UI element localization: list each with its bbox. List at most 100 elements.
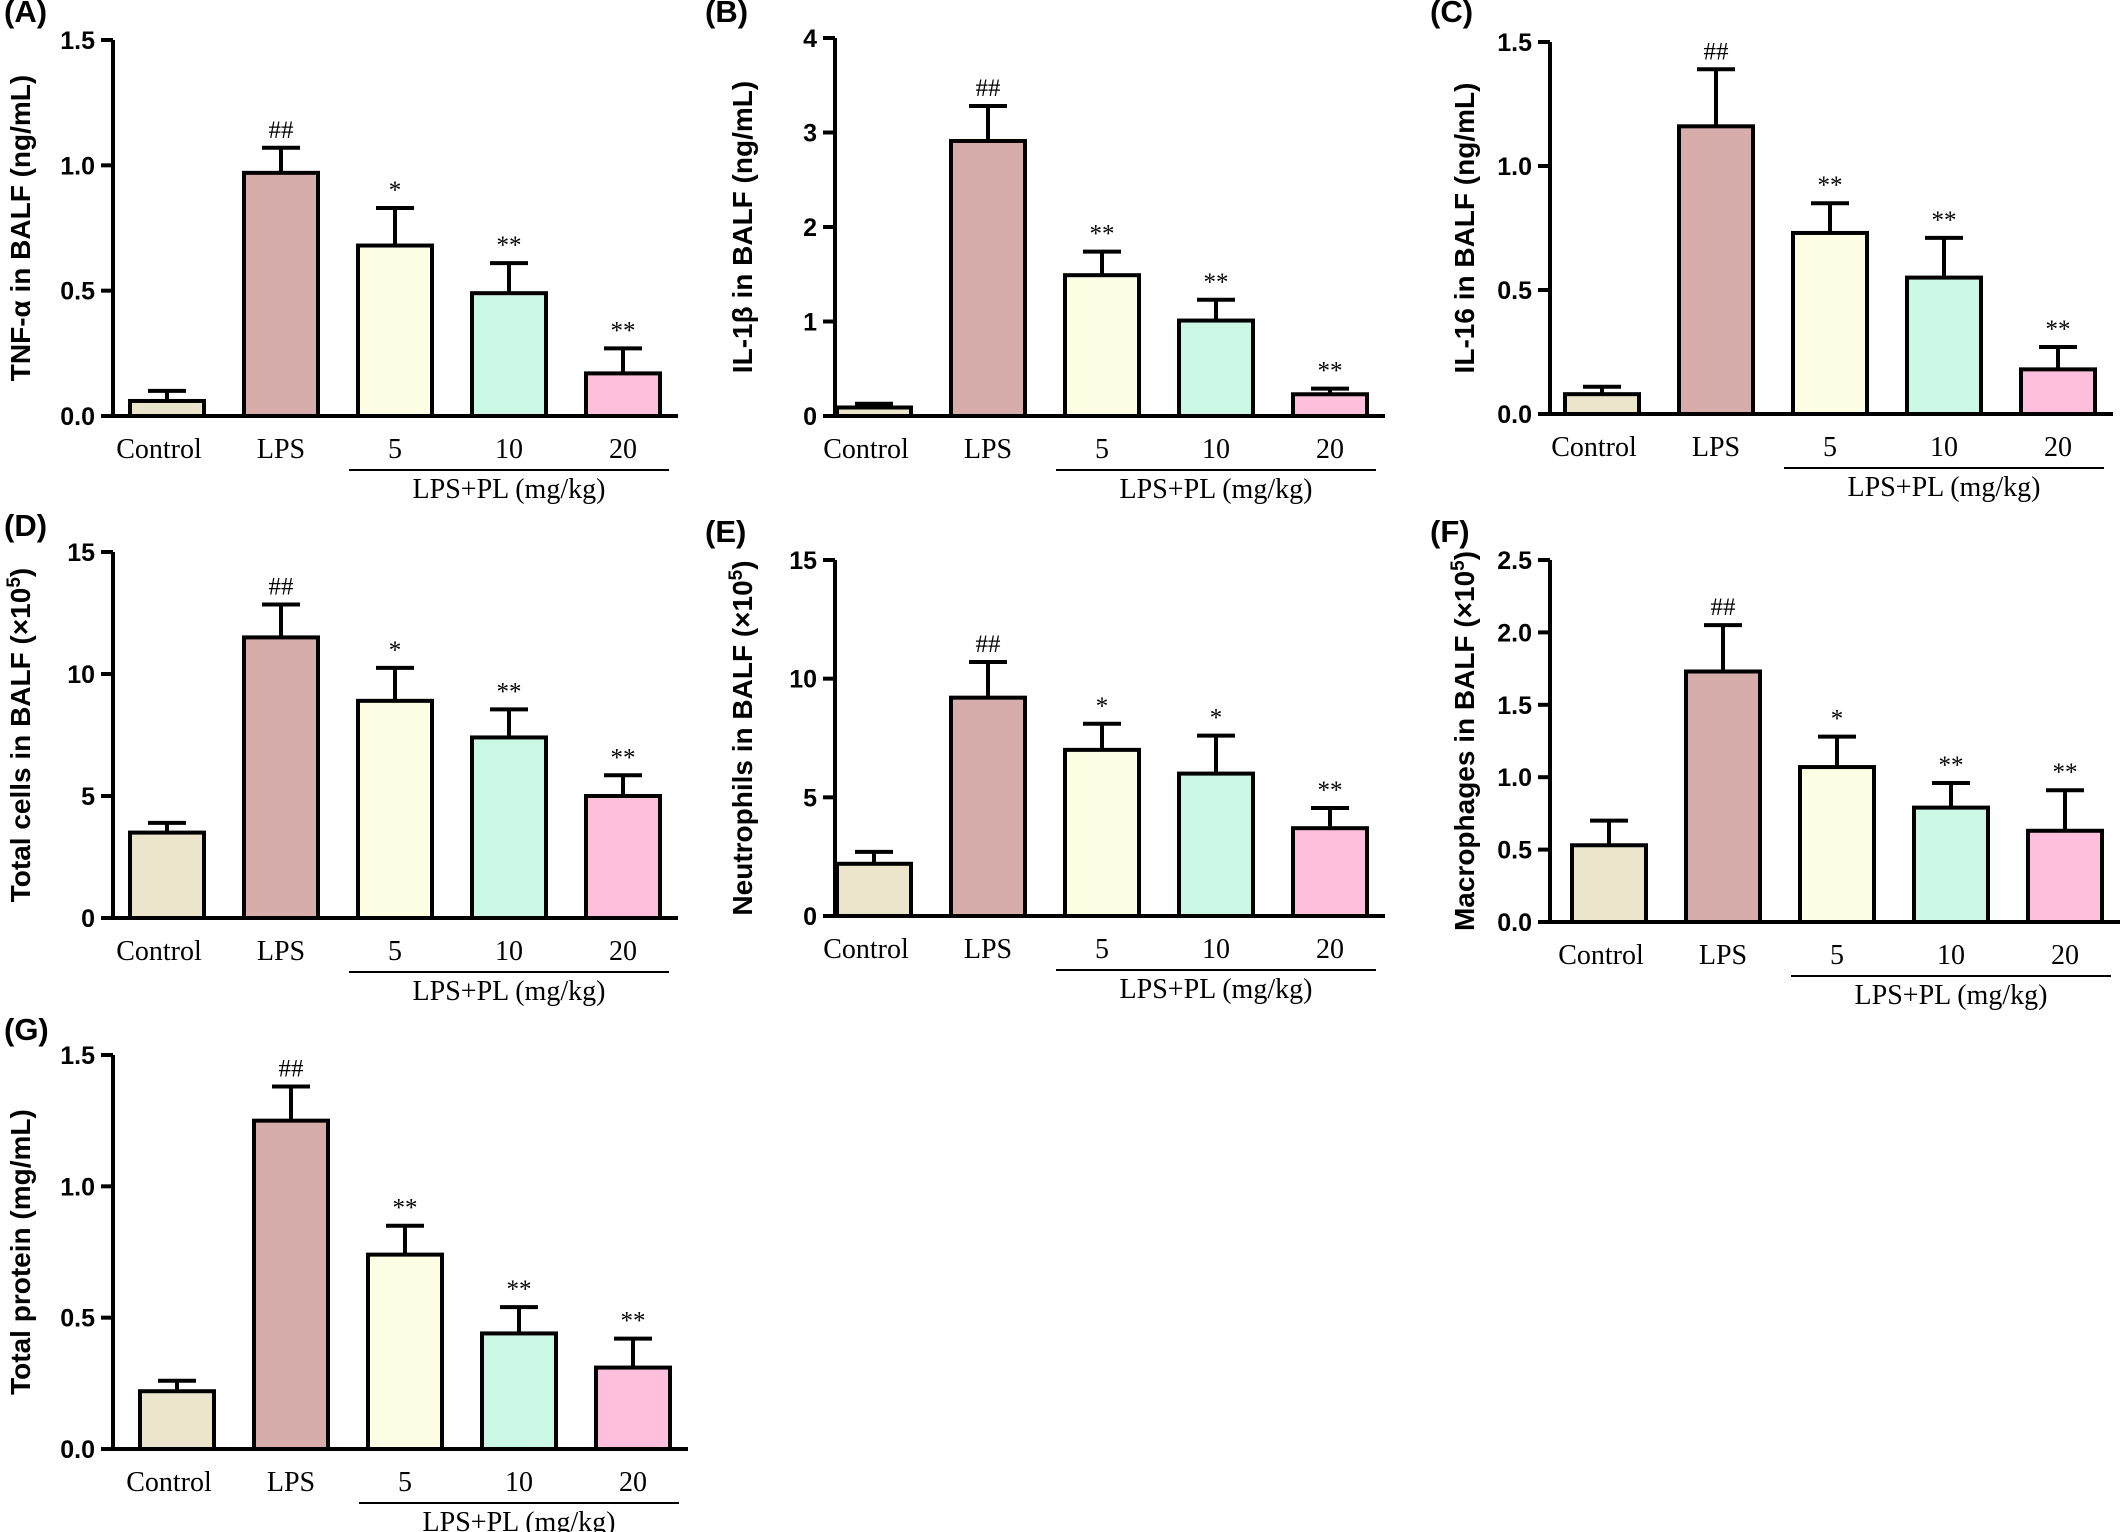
bar-5 xyxy=(1063,747,1141,918)
bar-lps xyxy=(1684,669,1762,924)
x-tick-label: Control xyxy=(1551,432,1637,463)
significance-marker: * xyxy=(389,637,402,664)
significance-marker: ## xyxy=(269,117,295,144)
x-tick-label: Control xyxy=(126,1467,212,1498)
y-tick-label: 0 xyxy=(803,903,817,931)
significance-marker: ## xyxy=(976,75,1002,102)
chart-panel-f: (F)Macrophages in BALF (×105) 0.0 0.5 1.0 1.… xyxy=(1430,514,2120,1011)
group-label: LPS+PL (mg/kg) xyxy=(413,976,606,1007)
significance-marker: ** xyxy=(1939,752,1964,779)
y-tick-label: 0.5 xyxy=(60,1305,95,1333)
y-tick-label: 0.5 xyxy=(1497,837,1532,865)
significance-marker: * xyxy=(1831,706,1844,733)
x-tick-label: 10 xyxy=(495,936,523,967)
bar-control xyxy=(835,405,913,418)
x-tick-label: 10 xyxy=(505,1467,533,1498)
bar-10 xyxy=(1912,805,1990,924)
x-tick-label: Control xyxy=(116,936,202,967)
y-axis-label: TNF-α in BALF (ng/mL) xyxy=(5,75,36,381)
y-tick-label: 0.5 xyxy=(1497,277,1532,305)
x-tick-label: Control xyxy=(116,434,202,465)
y-tick-label: 1.5 xyxy=(60,27,95,55)
x-tick-label: 20 xyxy=(1316,434,1344,465)
bar-20 xyxy=(2019,367,2097,416)
y-axis-label: Neutrophils in BALF (×105) xyxy=(726,560,759,915)
x-tick-label: 20 xyxy=(619,1467,647,1498)
group-label: LPS+PL (mg/kg) xyxy=(413,474,606,505)
y-tick-label: 2.0 xyxy=(1497,619,1532,647)
panel-letter: (E) xyxy=(705,514,746,549)
y-tick-label: 1.5 xyxy=(60,1042,95,1070)
significance-marker: ** xyxy=(2053,759,2078,786)
bar-20 xyxy=(584,371,662,418)
significance-marker: ** xyxy=(621,1308,646,1335)
panel-letter: (D) xyxy=(4,508,47,543)
y-tick-label: 1.5 xyxy=(1497,692,1532,720)
y-tick-label: 4 xyxy=(803,25,817,53)
y-tick-label: 0.0 xyxy=(1497,401,1532,429)
significance-marker: ** xyxy=(2046,316,2071,343)
significance-marker: ** xyxy=(1204,269,1229,296)
bar-20 xyxy=(594,1365,672,1452)
y-tick-label: 10 xyxy=(67,661,95,689)
x-tick-label: 10 xyxy=(1930,432,1958,463)
bar-10 xyxy=(1177,771,1255,918)
significance-marker: ** xyxy=(1318,358,1343,385)
bar-lps xyxy=(242,635,320,921)
significance-marker: ## xyxy=(1711,594,1737,621)
significance-marker: ## xyxy=(1704,38,1730,65)
panel-letter: (G) xyxy=(4,1012,49,1047)
x-tick-label: Control xyxy=(1558,940,1644,971)
bar-lps xyxy=(949,139,1027,418)
x-tick-label: Control xyxy=(823,434,909,465)
significance-marker: ** xyxy=(393,1195,418,1222)
x-tick-label: LPS xyxy=(964,434,1012,465)
y-tick-label: 15 xyxy=(67,539,95,567)
x-tick-label: LPS xyxy=(267,1467,315,1498)
y-axis-label: IL-16 in BALF (ng/mL) xyxy=(1449,83,1480,374)
bar-20 xyxy=(2026,828,2104,924)
bar-control xyxy=(128,830,206,920)
bar-lps xyxy=(252,1118,330,1451)
significance-marker: ## xyxy=(976,631,1002,658)
bar-5 xyxy=(366,1252,444,1452)
y-axis-label: Macrophages in BALF (×105) xyxy=(1448,551,1481,931)
x-tick-label: 10 xyxy=(495,434,523,465)
y-tick-label: 1.0 xyxy=(60,1173,95,1201)
x-tick-label: 20 xyxy=(2044,432,2072,463)
x-tick-label: LPS xyxy=(1692,432,1740,463)
x-tick-label: 10 xyxy=(1202,934,1230,965)
significance-marker: ** xyxy=(611,317,636,344)
y-tick-label: 2.5 xyxy=(1497,547,1532,575)
y-axis-label: Total cells in BALF (×105) xyxy=(4,568,37,902)
significance-marker: ** xyxy=(507,1276,532,1303)
y-tick-label: 15 xyxy=(789,547,817,575)
chart-panel-b: (B) IL-1β in BALF (ng/mL) 0 1 2 3 4 Control ## LP… xyxy=(705,0,1385,505)
y-tick-label: 0 xyxy=(81,905,95,933)
x-tick-label: 10 xyxy=(1202,434,1230,465)
significance-marker: ** xyxy=(497,678,522,705)
bar-lps xyxy=(242,170,320,418)
y-tick-label: 0 xyxy=(803,403,817,431)
y-tick-label: 1.0 xyxy=(1497,153,1532,181)
significance-marker: ** xyxy=(497,232,522,259)
significance-marker: * xyxy=(1096,693,1109,720)
x-tick-label: LPS xyxy=(257,936,305,967)
bar-10 xyxy=(1177,318,1255,418)
y-tick-label: 3 xyxy=(803,120,817,148)
bar-5 xyxy=(356,698,434,921)
y-tick-label: 0.5 xyxy=(60,278,95,306)
y-tick-label: 2 xyxy=(803,214,817,242)
bar-control xyxy=(1570,843,1648,924)
x-tick-label: 20 xyxy=(1316,934,1344,965)
y-axis-label: IL-1β in BALF (ng/mL) xyxy=(727,81,758,373)
significance-marker: ** xyxy=(1090,221,1115,248)
bar-10 xyxy=(480,1331,558,1451)
bar-10 xyxy=(1905,275,1983,416)
group-label: LPS+PL (mg/kg) xyxy=(1855,980,2048,1011)
x-tick-label: 5 xyxy=(1830,940,1844,971)
significance-marker: ** xyxy=(1818,172,1843,199)
bar-20 xyxy=(584,794,662,920)
y-tick-label: 1.0 xyxy=(60,152,95,180)
